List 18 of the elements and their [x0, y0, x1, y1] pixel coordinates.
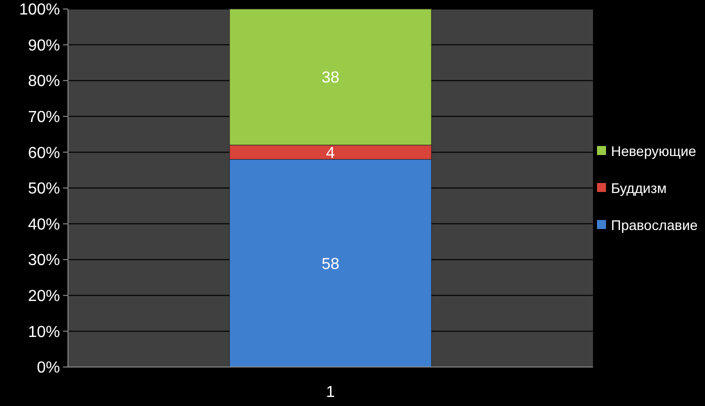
y-tick-label: 80% [28, 73, 60, 90]
y-tick-label: 0% [36, 360, 60, 377]
legend-label: Буддизм [611, 180, 667, 196]
y-tick-label: 100% [19, 2, 60, 19]
data-label: 58 [322, 256, 340, 273]
legend-label: Православие [611, 216, 698, 233]
y-tick-label: 40% [28, 216, 60, 234]
y-tick-label: 10% [28, 324, 60, 341]
x-tick-label: 1 [326, 384, 336, 401]
data-label: 4 [326, 144, 336, 162]
legend-label: Неверующие [611, 142, 696, 159]
y-tick-label: 90% [28, 37, 60, 54]
y-tick-label: 30% [28, 252, 60, 270]
data-label: 38 [322, 70, 340, 87]
y-tick-label: 70% [28, 109, 60, 126]
y-tick-label: 20% [28, 288, 60, 305]
y-tick-label: 50% [28, 180, 60, 198]
y-tick-label: 60% [28, 144, 60, 162]
